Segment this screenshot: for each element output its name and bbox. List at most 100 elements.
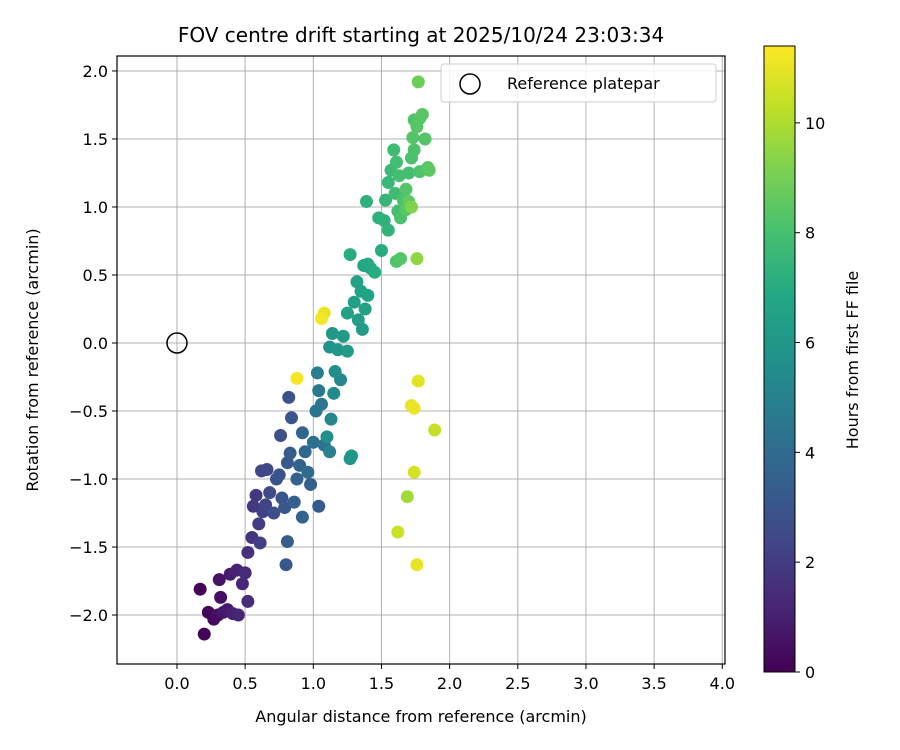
data-point (407, 143, 421, 157)
data-point (287, 495, 301, 509)
data-point (290, 371, 304, 385)
data-point (267, 506, 281, 520)
data-point (387, 143, 401, 157)
x-tick-label: 3.5 (641, 674, 666, 693)
plot-frame (116, 55, 726, 665)
data-point (314, 397, 328, 411)
data-point (279, 558, 293, 572)
data-point (343, 248, 357, 262)
data-point (344, 449, 358, 463)
x-tick-label: 3.0 (573, 674, 598, 693)
data-point (327, 386, 341, 400)
data-point (290, 472, 304, 486)
data-point (399, 182, 413, 196)
data-point (428, 423, 442, 437)
x-tick-label: 2.0 (437, 674, 462, 693)
data-point (312, 499, 326, 513)
data-point (407, 401, 421, 415)
colorbar-tick-label: 10 (805, 114, 825, 133)
data-point (359, 195, 373, 209)
legend: Reference platepar (440, 63, 717, 103)
data-point (306, 435, 320, 449)
data-point (411, 75, 425, 89)
data-point (231, 608, 245, 622)
y-tick-label: 0.0 (83, 334, 108, 353)
data-point (324, 412, 338, 426)
data-point (328, 365, 342, 379)
colorbar-label: Hours from first FF file (843, 271, 862, 450)
colorbar-ticks: 0 2 4 6 8 10 (795, 114, 825, 682)
data-point (336, 329, 350, 343)
data-point (323, 445, 337, 459)
data-point (295, 510, 309, 524)
data-point (410, 120, 424, 134)
colorbar-tick-label: 6 (805, 334, 815, 353)
x-tick-label: 4.0 (710, 674, 735, 693)
legend-label: Reference platepar (507, 74, 660, 93)
y-axis-label: Rotation from reference (arcmin) (23, 228, 42, 491)
x-tick-label: 1.5 (369, 674, 394, 693)
data-point (295, 426, 309, 440)
x-tick-label: 1.0 (301, 674, 326, 693)
data-point (389, 155, 403, 169)
colorbar-tick-label: 8 (805, 224, 815, 243)
data-point (280, 535, 294, 549)
data-point (361, 288, 375, 302)
data-point (304, 477, 318, 491)
data-point (282, 390, 296, 404)
data-point (379, 193, 393, 207)
data-point (252, 517, 266, 531)
data-point (283, 446, 297, 460)
data-point (402, 166, 416, 180)
data-point (274, 428, 288, 442)
data-point (347, 295, 361, 309)
data-point (404, 200, 418, 214)
y-tick-label: 1.0 (83, 198, 108, 217)
legend-marker-icon (459, 73, 481, 95)
y-tick-label: −2.0 (69, 606, 108, 625)
data-point (381, 223, 395, 237)
data-point (241, 545, 255, 559)
data-point (314, 312, 328, 326)
data-point (310, 366, 324, 380)
y-tick-label: −1.0 (69, 470, 108, 489)
data-points (193, 75, 442, 641)
data-point (263, 486, 277, 500)
data-point (278, 501, 292, 515)
data-point (391, 525, 405, 539)
chart-title: FOV centre drift starting at 2025/10/24 … (178, 23, 664, 47)
data-point (340, 344, 354, 358)
data-point (301, 465, 315, 479)
data-point (394, 252, 408, 266)
colorbar: 0 2 4 6 8 10 Hours from first FF file (763, 45, 862, 682)
data-point (355, 322, 369, 336)
data-point (320, 430, 334, 444)
x-tick-label: 2.5 (505, 674, 530, 693)
data-point (325, 326, 339, 340)
data-point (193, 582, 207, 596)
y-tick-label: 2.0 (83, 62, 108, 81)
data-point (238, 566, 252, 580)
data-point (272, 468, 286, 482)
data-point (312, 384, 326, 398)
colorbar-gradient (763, 45, 796, 673)
data-point (284, 411, 298, 425)
y-tick-label: −1.5 (69, 538, 108, 557)
reference-marker (166, 332, 188, 354)
x-tick-label: 0.0 (164, 674, 189, 693)
legend-box (440, 63, 717, 103)
data-point (368, 265, 382, 279)
data-point (374, 244, 388, 258)
y-tick-label: 1.5 (83, 130, 108, 149)
data-point (235, 577, 249, 591)
data-point (249, 488, 263, 502)
reference-platepar-marker (166, 332, 188, 354)
data-point (214, 590, 228, 604)
data-point (212, 573, 226, 587)
colorbar-tick-label: 0 (805, 663, 815, 682)
data-point (418, 132, 432, 146)
data-point (340, 306, 354, 320)
x-axis-label: Angular distance from reference (arcmin) (255, 707, 586, 726)
y-tick-label: 0.5 (83, 266, 108, 285)
colorbar-tick-label: 2 (805, 553, 815, 572)
